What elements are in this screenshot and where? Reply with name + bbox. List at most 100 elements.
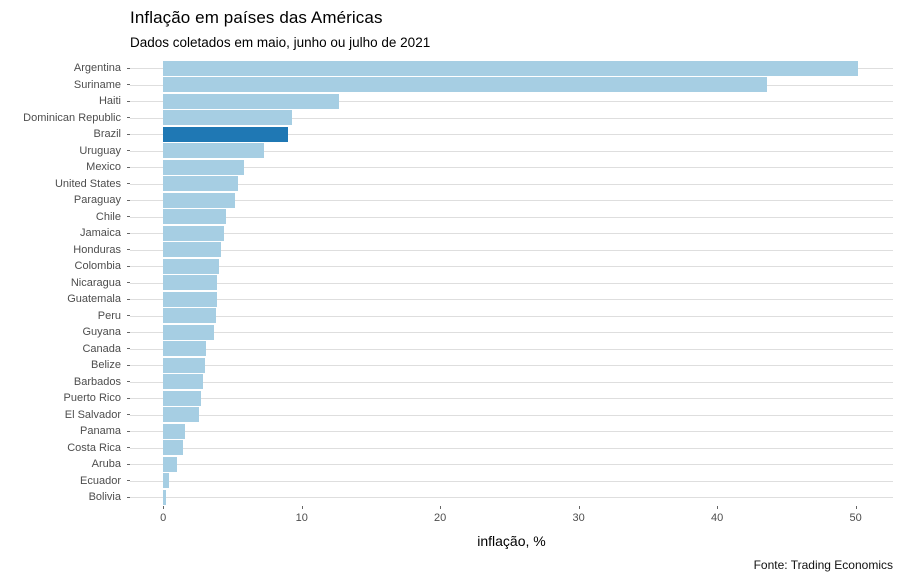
bar-bolivia — [163, 489, 166, 505]
bar-track — [130, 60, 893, 77]
y-tick-mark — [124, 390, 130, 407]
major-gridline-y — [130, 299, 893, 300]
y-axis-label-guatemala: Guatemala — [67, 293, 121, 305]
bar-track — [130, 159, 893, 176]
y-tick-mark — [124, 357, 130, 374]
major-gridline-y — [130, 315, 893, 317]
bar-row-barbados: Barbados — [0, 374, 893, 391]
y-tick-mark — [124, 176, 130, 193]
major-gridline-y — [130, 150, 893, 152]
bar-barbados — [163, 374, 204, 390]
bar-track — [130, 126, 893, 143]
bar-peru — [163, 308, 216, 324]
y-tick-mark — [124, 275, 130, 292]
bar-colombia — [163, 258, 219, 274]
y-axis-label-aruba: Aruba — [91, 458, 121, 470]
y-tick-mark — [124, 440, 130, 457]
plot-panel: Argentina Suriname Haiti Dominican Republic… — [0, 60, 893, 506]
y-axis-label-argentina: Argentina — [73, 62, 121, 74]
bar-track — [130, 93, 893, 110]
major-gridline-y — [130, 167, 893, 168]
bar-row-united-states: United States — [0, 176, 893, 193]
bar-row-paraguay: Paraguay — [0, 192, 893, 209]
major-gridline-y — [130, 497, 893, 498]
major-gridline-y — [130, 233, 893, 234]
x-tick-label-40: 40 — [711, 511, 724, 524]
y-tick-mark — [124, 258, 130, 275]
bar-el-salvador — [163, 407, 200, 423]
bar-track — [130, 489, 893, 506]
bar-track — [130, 473, 893, 490]
y-tick-mark — [124, 209, 130, 226]
x-axis-title: inflação, % — [477, 532, 546, 549]
bar-aruba — [163, 456, 178, 472]
bar-row-uruguay: Uruguay — [0, 143, 893, 160]
y-axis-label-haiti: Haiti — [98, 95, 121, 107]
bar-suriname — [163, 77, 767, 93]
bar-track — [130, 440, 893, 457]
bar-canada — [163, 341, 207, 357]
y-tick-mark — [124, 341, 130, 358]
bar-track — [130, 341, 893, 358]
bar-row-el-salvador: El Salvador — [0, 407, 893, 424]
x-axis — [130, 505, 893, 511]
major-gridline-y — [130, 117, 893, 119]
bar-row-dominican-republic: Dominican Republic — [0, 110, 893, 127]
bar-mexico — [163, 159, 244, 175]
bar-puerto-rico — [163, 390, 201, 406]
y-tick-mark — [124, 192, 130, 209]
bar-track — [130, 390, 893, 407]
bar-dominican-republic — [163, 110, 292, 126]
bar-row-ecuador: Ecuador — [0, 473, 893, 490]
y-tick-mark — [124, 324, 130, 341]
y-tick-mark — [124, 456, 130, 473]
x-tick-mark — [163, 505, 165, 509]
bar-panama — [163, 423, 186, 439]
bar-guatemala — [163, 291, 218, 307]
bar-track — [130, 110, 893, 127]
bar-row-puerto-rico: Puerto Rico — [0, 390, 893, 407]
y-axis-label-belize: Belize — [91, 359, 121, 371]
bar-row-guatemala: Guatemala — [0, 291, 893, 308]
y-tick-mark — [124, 308, 130, 325]
y-axis-label-barbados: Barbados — [73, 375, 121, 388]
major-gridline-y — [130, 464, 893, 465]
y-tick-mark — [124, 110, 130, 127]
y-axis-label-suriname: Suriname — [73, 78, 121, 91]
bar-paraguay — [163, 192, 236, 208]
y-axis-label-paraguay: Paraguay — [73, 194, 121, 206]
bar-row-costa-rica: Costa Rica — [0, 440, 893, 457]
y-axis-label-colombia: Colombia — [74, 260, 121, 272]
y-tick-mark — [124, 473, 130, 490]
major-gridline-y — [130, 414, 893, 416]
major-gridline-y — [130, 249, 893, 251]
major-gridline-y — [130, 216, 893, 218]
y-axis-label-united-states: United States — [54, 177, 121, 190]
y-tick-mark — [124, 60, 130, 77]
y-axis-label-uruguay: Uruguay — [79, 144, 121, 157]
bar-row-aruba: Aruba — [0, 456, 893, 473]
bar-chile — [163, 209, 226, 225]
major-gridline-y — [130, 348, 893, 350]
x-tick-mark — [440, 505, 442, 509]
major-gridline-y — [130, 282, 893, 284]
bar-row-mexico: Mexico — [0, 159, 893, 176]
bar-track — [130, 407, 893, 424]
y-axis-label-bolivia: Bolivia — [88, 491, 121, 503]
bar-ecuador — [163, 473, 169, 489]
bar-track — [130, 291, 893, 308]
y-tick-mark — [124, 407, 130, 424]
bar-track — [130, 77, 893, 94]
major-gridline-y — [130, 381, 893, 383]
bar-track — [130, 143, 893, 160]
y-axis-label-guyana: Guyana — [82, 326, 121, 338]
x-tick-mark — [717, 505, 719, 509]
major-gridline-y — [130, 134, 893, 135]
y-tick-mark — [124, 143, 130, 160]
y-axis-label-costa-rica: Costa Rica — [67, 441, 121, 454]
major-gridline-y — [130, 431, 893, 432]
y-tick-mark — [124, 489, 130, 506]
y-tick-mark — [124, 225, 130, 242]
x-tick-labels: 0 10 20 30 40 50 — [130, 511, 893, 527]
